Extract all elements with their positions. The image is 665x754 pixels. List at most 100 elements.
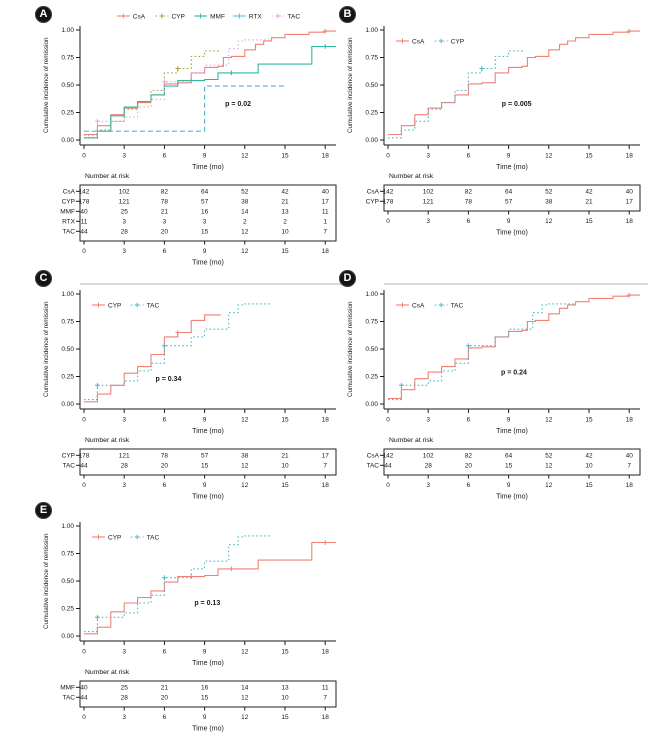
y-tick-label: 0.25 bbox=[61, 110, 74, 117]
x-tick-label: 12 bbox=[545, 417, 553, 424]
x-tick-label: 9 bbox=[203, 153, 207, 160]
risk-value: 64 bbox=[201, 189, 209, 196]
censor-marker bbox=[400, 302, 405, 308]
x-axis-title: Time (mo) bbox=[496, 428, 528, 435]
risk-table-box bbox=[79, 680, 337, 708]
x-tick-label: 6 bbox=[163, 649, 167, 656]
risk-x-axis-title: Time (mo) bbox=[192, 494, 224, 501]
series-line-TAC bbox=[388, 303, 576, 401]
risk-value: 7 bbox=[627, 463, 631, 470]
legend-label: CsA bbox=[412, 38, 425, 45]
risk-table-title: Number at risk bbox=[85, 173, 130, 180]
risk-x-tick-label: 15 bbox=[281, 482, 289, 489]
risk-value: 40 bbox=[626, 189, 634, 196]
risk-x-tick-label: 18 bbox=[322, 482, 330, 489]
p-value-label: p = 0.005 bbox=[502, 101, 532, 108]
x-tick-label: 12 bbox=[241, 153, 249, 160]
risk-value: 64 bbox=[505, 189, 513, 196]
risk-value: 78 bbox=[161, 453, 169, 460]
risk-value: 2 bbox=[243, 219, 247, 226]
risk-value: 57 bbox=[505, 199, 513, 206]
censor-marker bbox=[198, 13, 204, 19]
risk-table: CsA 142 102 82 64 52 42 40 TAC 44 28 20 15 12 10 7 0 3 6 9 1… bbox=[366, 448, 641, 501]
x-tick-label: 6 bbox=[467, 417, 471, 424]
p-value-label: p = 0.13 bbox=[194, 600, 220, 607]
risk-table-title: Number at risk bbox=[389, 437, 434, 444]
risk-row-label: MMF bbox=[60, 209, 75, 216]
x-tick-label: 9 bbox=[507, 153, 511, 160]
panel-letter: A bbox=[39, 8, 48, 20]
x-axis-title: Time (mo) bbox=[192, 164, 224, 171]
censor-marker bbox=[159, 13, 165, 19]
risk-value: 1 bbox=[323, 219, 327, 226]
risk-value: 82 bbox=[161, 189, 169, 196]
risk-value: 3 bbox=[122, 219, 126, 226]
risk-value: 15 bbox=[505, 463, 513, 470]
censor-marker bbox=[275, 13, 281, 19]
risk-value: 44 bbox=[80, 229, 88, 236]
risk-value: 40 bbox=[80, 209, 88, 216]
y-tick-label: 0.00 bbox=[61, 401, 74, 408]
risk-value: 21 bbox=[585, 199, 593, 206]
censor-marker bbox=[188, 574, 194, 579]
y-tick-label: 0.50 bbox=[61, 578, 74, 585]
legend-label: CYP bbox=[451, 38, 464, 45]
risk-x-tick-label: 12 bbox=[545, 218, 553, 225]
risk-x-axis-title: Time (mo) bbox=[496, 494, 528, 501]
x-axis-title: Time (mo) bbox=[496, 164, 528, 171]
y-tick-label: 0.00 bbox=[365, 401, 378, 408]
risk-value: 102 bbox=[119, 189, 130, 196]
x-tick-label: 12 bbox=[545, 153, 553, 160]
panel-letter: E bbox=[39, 504, 48, 516]
panel-label-badge: C bbox=[35, 270, 52, 287]
censor-marker bbox=[134, 534, 140, 540]
risk-x-tick-label: 18 bbox=[626, 218, 634, 225]
risk-value: 64 bbox=[505, 453, 513, 460]
risk-table-title: Number at risk bbox=[389, 173, 434, 180]
risk-x-axis-title: Time (mo) bbox=[192, 260, 224, 267]
risk-value: 42 bbox=[585, 453, 593, 460]
censor-marker bbox=[162, 343, 167, 349]
series-line-CYP bbox=[388, 50, 525, 139]
censor-marker bbox=[134, 302, 140, 308]
risk-value: 25 bbox=[121, 209, 129, 216]
risk-value: 28 bbox=[121, 695, 129, 702]
risk-table-box bbox=[383, 448, 641, 476]
risk-table-title: Number at risk bbox=[85, 437, 130, 444]
risk-value: 10 bbox=[585, 463, 593, 470]
censor-marker bbox=[96, 302, 101, 308]
risk-value: 17 bbox=[322, 453, 330, 460]
x-tick-label: 6 bbox=[163, 153, 167, 160]
y-tick-label: 1.00 bbox=[365, 291, 378, 298]
risk-value: 82 bbox=[465, 453, 473, 460]
series-line-CsA bbox=[388, 294, 640, 400]
risk-row-label: CsA bbox=[367, 453, 380, 460]
risk-value: 10 bbox=[281, 695, 289, 702]
series-line-TAC bbox=[84, 535, 272, 633]
risk-value: 40 bbox=[322, 189, 330, 196]
censor-marker bbox=[95, 614, 100, 620]
risk-value: 121 bbox=[119, 453, 130, 460]
risk-value: 38 bbox=[241, 453, 249, 460]
series-line-TAC bbox=[84, 303, 272, 401]
risk-value: 21 bbox=[281, 199, 289, 206]
risk-value: 7 bbox=[323, 229, 327, 236]
series-line-TAC bbox=[84, 39, 272, 137]
risk-value: 44 bbox=[384, 463, 392, 470]
risk-value: 2 bbox=[283, 219, 287, 226]
risk-value: 121 bbox=[423, 199, 434, 206]
legend-label: CYP bbox=[108, 302, 121, 309]
risk-value: 17 bbox=[322, 199, 330, 206]
series-line-CYP bbox=[84, 314, 221, 403]
risk-x-tick-label: 6 bbox=[163, 248, 167, 255]
risk-value: 178 bbox=[79, 199, 90, 206]
km-plot: 1.00 0.75 0.50 0.25 0.00 0 3 6 9 12 15 18 Time (mo) p… bbox=[365, 283, 648, 435]
risk-value: 121 bbox=[119, 199, 130, 206]
x-tick-label: 9 bbox=[203, 649, 207, 656]
legend-label: TAC bbox=[147, 534, 160, 541]
risk-value: 21 bbox=[161, 685, 169, 692]
risk-row-label: TAC bbox=[62, 463, 75, 470]
risk-row-label: RTX bbox=[62, 219, 76, 226]
legend-label: CYP bbox=[171, 13, 184, 20]
